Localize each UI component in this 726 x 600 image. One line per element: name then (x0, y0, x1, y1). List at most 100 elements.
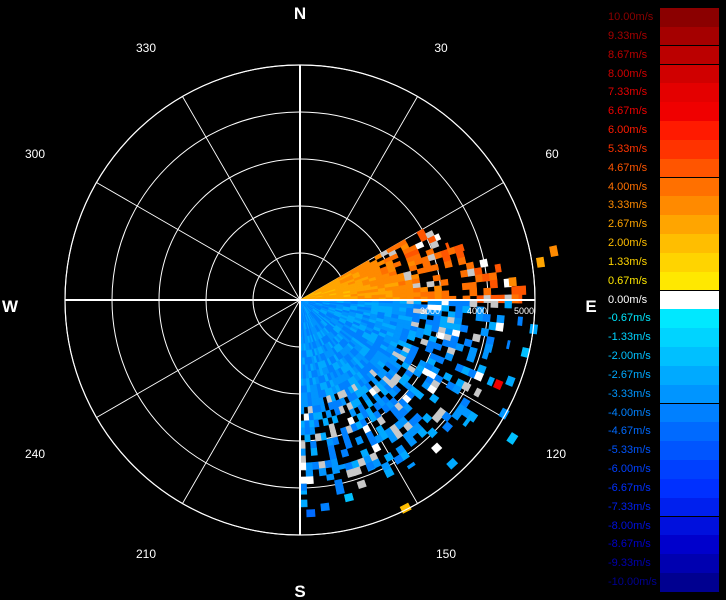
velocity-gate (495, 322, 504, 332)
velocity-gate (429, 240, 440, 250)
velocity-gate (331, 415, 339, 424)
polar-overlay (64, 64, 536, 536)
velocity-gate (504, 299, 512, 309)
velocity-gate (488, 321, 498, 331)
velocity-gate (433, 342, 443, 351)
legend-entry: 5.33m/s (604, 139, 722, 159)
velocity-gate (392, 260, 402, 268)
legend-label: -6.67m/s (608, 481, 651, 494)
velocity-gate (302, 385, 308, 394)
velocity-gate (517, 316, 523, 326)
velocity-gate (490, 299, 499, 308)
velocity-gate (433, 233, 442, 242)
angle-label-300: 300 (25, 147, 45, 161)
legend-entry: 4.00m/s (604, 177, 722, 197)
legend-label: -7.33m/s (608, 500, 651, 513)
velocity-gate (451, 409, 463, 421)
velocity-gate (302, 392, 308, 401)
legend-label: 8.67m/s (608, 48, 648, 61)
legend-entry: -9.33m/s (604, 554, 722, 573)
legend-entry: 8.67m/s (604, 45, 722, 65)
velocity-gate (318, 467, 327, 477)
velocity-gate (354, 435, 364, 446)
legend-swatch (660, 347, 719, 366)
velocity-gate (460, 269, 469, 278)
velocity-gate (367, 467, 376, 472)
velocity-gate (488, 272, 498, 282)
range-label-5000: 5000 (514, 306, 534, 316)
velocity-gate (480, 327, 490, 337)
legend-label: -10.00m/s (608, 576, 657, 589)
velocity-gate (314, 433, 322, 442)
velocity-gate (434, 290, 443, 298)
legend-entry: 3.33m/s (604, 196, 722, 216)
velocity-gate (486, 376, 495, 387)
velocity-gate (473, 387, 483, 398)
velocity-gate (308, 412, 314, 422)
legend-label: -2.00m/s (608, 350, 651, 363)
velocity-gate (348, 408, 357, 418)
legend-swatch (660, 83, 719, 102)
legend-label: 4.00m/s (608, 180, 648, 193)
legend-label: -9.33m/s (608, 557, 651, 570)
legend-entry: -0.67m/s (604, 309, 722, 329)
velocity-gate (441, 305, 450, 312)
velocity-gate (340, 448, 350, 458)
velocity-gate (454, 342, 465, 352)
legend-label: 0.67m/s (608, 274, 648, 287)
legend-entry: -8.00m/s (604, 516, 722, 536)
velocity-gate (508, 276, 517, 287)
legend-swatch (660, 196, 719, 216)
outer-ring (64, 64, 536, 536)
legend-label: -4.67m/s (608, 425, 651, 438)
legend-label: 2.00m/s (608, 237, 648, 250)
velocity-gate (455, 305, 464, 313)
legend-entry: 0.00m/s (604, 290, 722, 310)
legend-entry: -6.67m/s (604, 478, 722, 498)
velocity-gate (426, 280, 435, 288)
velocity-gate (326, 473, 335, 481)
velocity-gate (479, 258, 489, 268)
velocity-gate (432, 274, 441, 282)
velocity-gate (506, 432, 519, 445)
velocity-gate (466, 353, 476, 363)
velocity-data (298, 228, 559, 518)
legend-swatch (660, 460, 719, 479)
velocity-gate (325, 409, 333, 419)
velocity-gate (304, 427, 311, 436)
velocity-gate (445, 242, 451, 250)
velocity-gate (536, 256, 546, 268)
legend-entry: -8.67m/s (604, 535, 722, 555)
legend-swatch (660, 478, 719, 498)
legend-swatch (660, 365, 719, 385)
legend-label: 9.33m/s (608, 29, 648, 42)
legend-swatch (660, 177, 719, 197)
velocity-gate (461, 282, 470, 291)
legend-swatch (660, 139, 719, 159)
velocity-gate (344, 439, 353, 450)
velocity-gate (511, 294, 520, 304)
velocity-gate (317, 460, 326, 470)
velocity-gate (466, 268, 476, 277)
velocity-gate (492, 379, 504, 391)
velocity-gate (489, 279, 498, 289)
angle-label-210: 210 (136, 547, 156, 561)
legend-swatch (660, 328, 719, 347)
velocity-gate (399, 288, 408, 295)
velocity-gate (399, 292, 408, 298)
range-label-4000: 4000 (467, 306, 487, 316)
velocity-gate (460, 243, 465, 252)
angle-label-150: 150 (436, 547, 456, 561)
velocity-gate (505, 375, 516, 387)
velocity-gate (414, 390, 425, 400)
velocity-gate (469, 288, 478, 297)
velocity-gate (462, 417, 471, 427)
compass-n: N (294, 4, 306, 23)
legend-entry: -5.33m/s (604, 441, 722, 460)
polar-chart: N E S W 30 60 120 150 210 240 300 330 30… (2, 4, 597, 600)
velocity-gate (420, 291, 429, 298)
angle-label-120: 120 (546, 447, 566, 461)
velocity-gate (335, 485, 345, 495)
velocity-gate (471, 333, 481, 343)
legend-swatch (660, 158, 719, 178)
